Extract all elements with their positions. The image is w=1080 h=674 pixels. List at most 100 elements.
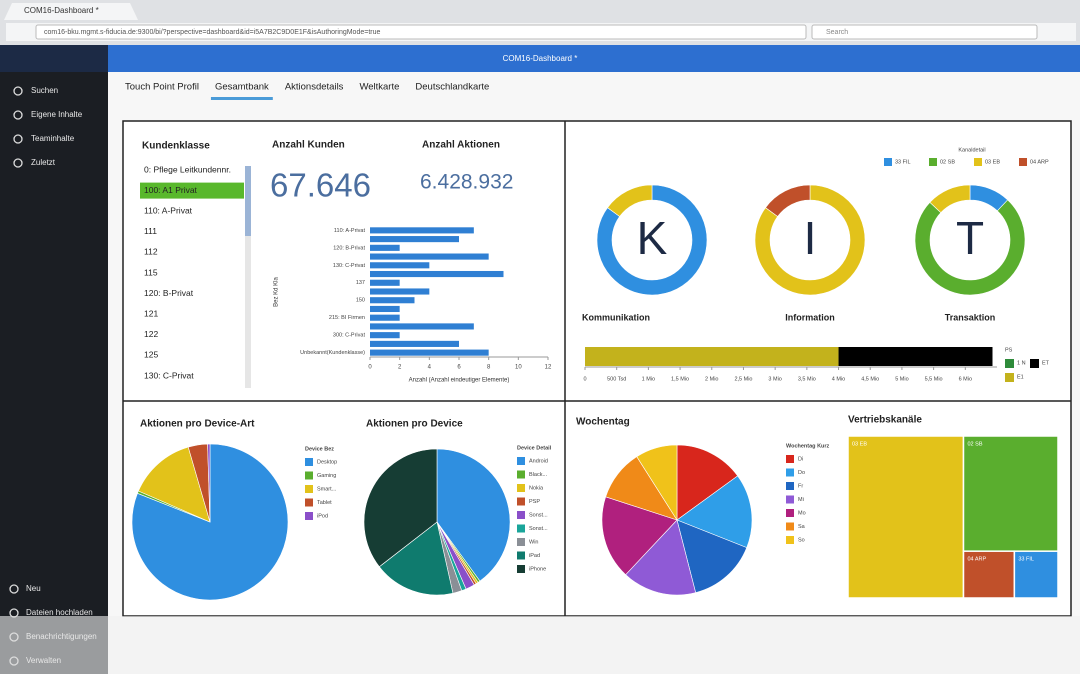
list-item[interactable]: 100: A1 Privat — [144, 185, 198, 195]
address-bar[interactable] — [35, 24, 807, 40]
y-tick-label: Unbekannt(Kundenklasse) — [300, 350, 365, 356]
legend-swatch — [786, 522, 794, 531]
legend-label: Mo — [798, 510, 806, 516]
x-tick-label: 8 — [487, 365, 491, 371]
sidebar-icon — [9, 656, 19, 666]
tab[interactable]: Touch Point Profil — [125, 82, 199, 93]
sidebar — [0, 72, 108, 674]
list-item[interactable]: 110: A-Privat — [144, 205, 193, 215]
legend-label: Gaming — [317, 473, 336, 479]
tab-title: COM16-Dashboard * — [24, 6, 99, 15]
x-tick-label: 1 Mio — [642, 376, 655, 382]
x-tick-label: 4 — [428, 365, 432, 371]
donut-segment — [914, 199, 1026, 296]
x-tick-label: 2 — [398, 365, 402, 371]
search-placeholder: Search — [826, 29, 848, 36]
url: com16-bku.mgmt.s-fiducia.de:9300/bi/?per… — [44, 29, 380, 36]
tab[interactable]: Gesamtbank — [215, 82, 269, 93]
panel-title: Aktionen pro Device — [366, 419, 463, 430]
y-tick-label: 150 — [356, 298, 365, 304]
donut-segment — [929, 184, 971, 214]
legend-swatch — [305, 512, 313, 520]
selected-row — [140, 182, 244, 199]
pie-slice — [131, 443, 289, 601]
treemap-cell — [962, 435, 1059, 552]
legend-label: 04 ARP — [1030, 159, 1049, 165]
legend-title: Device Detail — [517, 445, 552, 451]
legend-swatch — [786, 468, 794, 477]
list-item[interactable]: 120: B-Privat — [144, 288, 194, 298]
list-item[interactable]: 111 — [144, 226, 157, 236]
scrollbar-thumb[interactable] — [245, 166, 251, 236]
list-item[interactable]: 115 — [144, 267, 158, 277]
legend-label: Tablet — [317, 500, 332, 506]
donut-letter: I — [804, 212, 817, 264]
list-item[interactable]: 121 — [144, 308, 158, 318]
sidebar-icon — [13, 134, 23, 144]
tab[interactable]: Weltkarte — [359, 82, 399, 93]
y-tick-label: 215: BI Firmen — [329, 315, 365, 321]
app-bar — [0, 45, 1080, 72]
x-tick-label: 4 Mio — [832, 376, 845, 382]
treemap-label: 03 EB — [852, 441, 867, 447]
x-tick-label: 500 Tsd — [607, 376, 626, 382]
sidebar-item[interactable]: Zuletzt — [31, 158, 56, 167]
sidebar-item[interactable]: Verwalten — [26, 656, 61, 665]
sidebar-item[interactable]: Neu — [26, 584, 41, 593]
pie-slice — [378, 521, 454, 596]
x-axis-label: Anzahl (Anzahl eindeutiger Elemente) — [409, 378, 510, 384]
bar — [370, 305, 400, 313]
treemap-label: 33 FIL — [1018, 557, 1034, 563]
sidebar-item[interactable]: Benachrichtigungen — [26, 632, 97, 641]
sidebar-item[interactable]: Eigene Inhalte — [31, 110, 83, 119]
legend-swatch — [517, 551, 525, 560]
y-axis-label: Bez Kd Kla — [274, 276, 280, 306]
bar — [370, 236, 459, 243]
pie-slice — [636, 444, 678, 522]
list-item[interactable]: 125 — [144, 350, 158, 360]
legend-swatch — [1019, 158, 1027, 166]
treemap-cell — [847, 435, 965, 599]
x-tick-label: 5,5 Mio — [925, 376, 943, 382]
donut-label: Information — [785, 312, 835, 322]
sidebar-item[interactable]: Suchen — [31, 86, 58, 95]
browser-tab[interactable] — [4, 3, 138, 20]
x-tick-label: 12 — [545, 365, 552, 371]
panel-title: Kundenklasse — [142, 141, 210, 152]
legend-label: Sonst... — [529, 526, 548, 532]
list-item[interactable]: 122 — [144, 329, 158, 339]
scrollbar[interactable] — [245, 166, 251, 388]
list-item[interactable]: 112 — [144, 247, 158, 257]
legend-swatch — [517, 484, 525, 492]
search-box[interactable] — [811, 24, 1038, 40]
legend-label: 03 EB — [985, 159, 1000, 165]
kpi-label: Anzahl Aktionen — [422, 140, 500, 151]
legend-label: So — [798, 537, 805, 543]
legend-swatch — [305, 471, 313, 480]
legend-label: 33 FIL — [895, 159, 911, 165]
legend-title: Device Bez — [305, 446, 334, 452]
bar — [370, 253, 489, 260]
legend-swatch — [517, 524, 525, 533]
donut-label: Transaktion — [945, 312, 996, 322]
pie-slice — [436, 448, 511, 582]
kpi-value: 6.428.932 — [420, 171, 513, 194]
sidebar-icon — [13, 86, 23, 96]
screen-bottom — [0, 616, 1080, 674]
legend-label: iPhone — [529, 566, 546, 572]
sidebar-item[interactable]: Dateien hochladen — [26, 608, 93, 617]
tab[interactable]: Deutschlandkarte — [415, 82, 489, 93]
pie-slice — [676, 444, 739, 521]
list-item[interactable]: 0: Pflege Leitkundennr. — [144, 164, 231, 174]
sidebar-icon — [9, 584, 19, 594]
list-item[interactable]: 130: C-Privat — [144, 370, 194, 380]
legend-swatch — [786, 482, 794, 490]
x-tick-label: 10 — [515, 365, 522, 371]
sidebar-item[interactable]: Teaminhalte — [31, 134, 75, 143]
treemap-cell — [1013, 550, 1059, 599]
sidebar-icon — [9, 632, 19, 642]
pie-slice — [207, 443, 211, 523]
kpi-value: 67.646 — [270, 167, 371, 204]
tab[interactable]: Aktionsdetails — [285, 82, 344, 93]
legend-swatch — [517, 565, 525, 573]
